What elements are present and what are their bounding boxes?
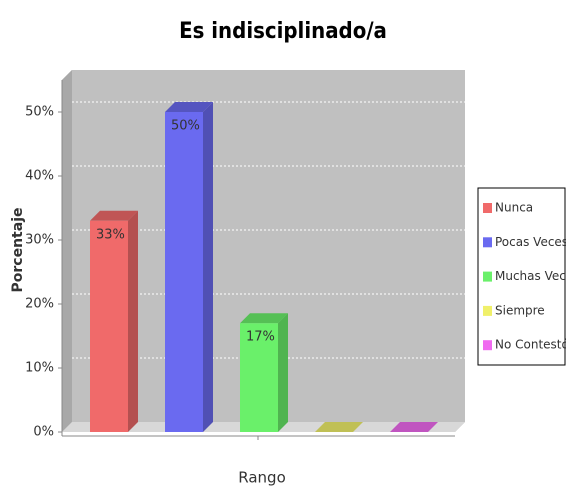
bar-side (128, 210, 138, 432)
bar (240, 323, 278, 432)
y-tick-label: 50% (25, 105, 54, 120)
legend-swatch (483, 203, 492, 213)
value-label: 50% (171, 119, 200, 134)
bar-top (315, 422, 363, 432)
y-tick-label: 20% (25, 297, 54, 312)
bar-top (240, 313, 288, 324)
legend-label: Nunca (495, 201, 533, 215)
legend-swatch (483, 340, 492, 351)
legend-label: Siempre (495, 303, 545, 317)
legend-label: Pocas Veces (495, 235, 566, 249)
x-axis-label: Rango (238, 469, 286, 487)
bar-side (278, 313, 288, 432)
value-label: 33% (96, 227, 125, 242)
plot-back (62, 70, 465, 432)
bar-top (390, 422, 438, 432)
legend-swatch (483, 305, 492, 316)
value-label: 17% (246, 330, 275, 345)
y-tick-label: 30% (25, 233, 54, 248)
legend-swatch (483, 237, 492, 248)
bar-side (203, 102, 213, 432)
chart-title: Es indisciplinado/a (179, 19, 387, 44)
y-tick-label: 0% (33, 425, 54, 440)
bar-top (165, 102, 213, 112)
bar (90, 220, 128, 432)
plot-wall (62, 70, 72, 432)
y-axis-label: Porcentaje (10, 208, 26, 293)
legend-label: Muchas Veces (495, 269, 566, 283)
y-tick-label: 10% (25, 361, 54, 376)
legend-label: No Contestó (495, 338, 566, 352)
bar (165, 112, 203, 432)
legend (477, 187, 566, 366)
bar-top (90, 210, 138, 221)
y-tick-label: 40% (25, 169, 54, 184)
legend-swatch (483, 271, 492, 282)
